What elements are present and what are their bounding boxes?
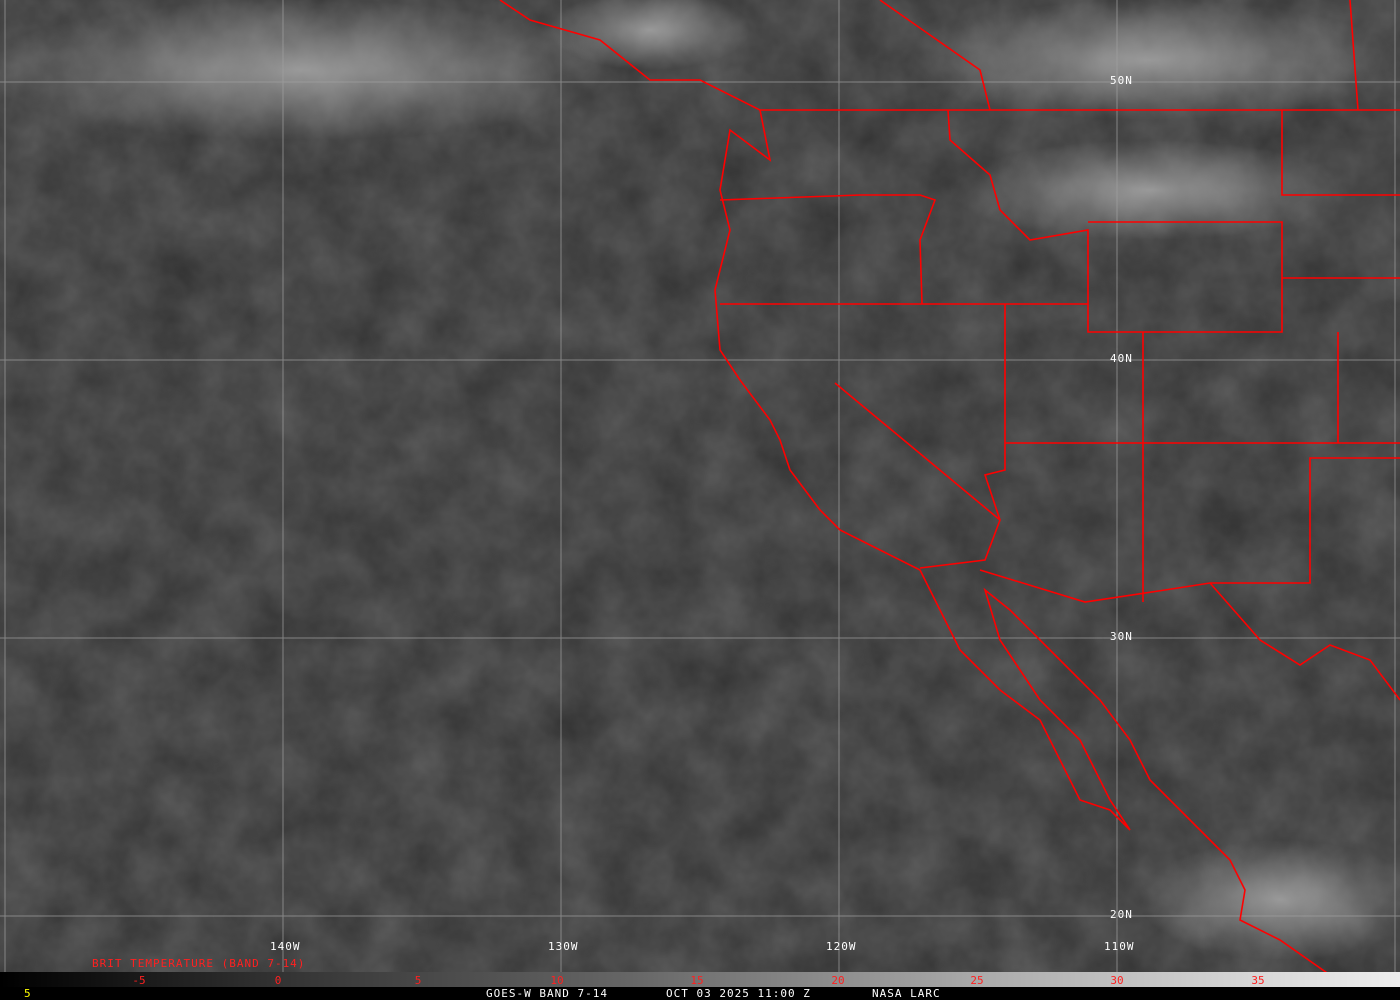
cloud-band — [900, 0, 1400, 120]
source-label: NASA LARC — [872, 987, 941, 1000]
colorbar — [0, 972, 1400, 987]
cloud-band — [950, 140, 1350, 240]
lat-label-30n: 30N — [1110, 630, 1133, 643]
colorbar-tick: 30 — [1110, 974, 1124, 987]
satellite-label: GOES-W BAND 7-14 — [486, 987, 608, 1000]
colorbar-tick: 0 — [274, 974, 282, 987]
cloud-band — [1140, 840, 1400, 960]
cloud-band — [0, 0, 620, 140]
lat-label-20n: 20N — [1110, 908, 1133, 921]
footer-strip — [0, 987, 1400, 1000]
lon-label-130w: 130W — [548, 940, 579, 953]
lon-label-110w: 110W — [1104, 940, 1135, 953]
colorbar-tick: 25 — [970, 974, 984, 987]
lat-label-50n: 50N — [1110, 74, 1133, 87]
colorbar-title: BRIT TEMPERATURE (BAND 7-14) — [92, 957, 306, 970]
graticule — [0, 0, 1400, 972]
colorbar-tick: 20 — [831, 974, 845, 987]
colorbar-tick: 5 — [414, 974, 422, 987]
lon-label-140w: 140W — [270, 940, 301, 953]
colorbar-tick: 10 — [550, 974, 564, 987]
scale-left-label: 5 — [24, 987, 32, 1000]
state-borders — [719, 0, 1400, 701]
datetime-label: OCT 03 2025 11:00 Z — [666, 987, 811, 1000]
cloud-band — [550, 0, 750, 70]
coastline — [499, 0, 1328, 972]
colorbar-tick: 35 — [1251, 974, 1265, 987]
colorbar-tick: -5 — [132, 974, 146, 987]
lat-label-40n: 40N — [1110, 352, 1133, 365]
lon-label-120w: 120W — [826, 940, 857, 953]
satellite-image — [0, 0, 1400, 972]
political-boundaries — [499, 0, 1400, 972]
colorbar-tick: 15 — [690, 974, 704, 987]
